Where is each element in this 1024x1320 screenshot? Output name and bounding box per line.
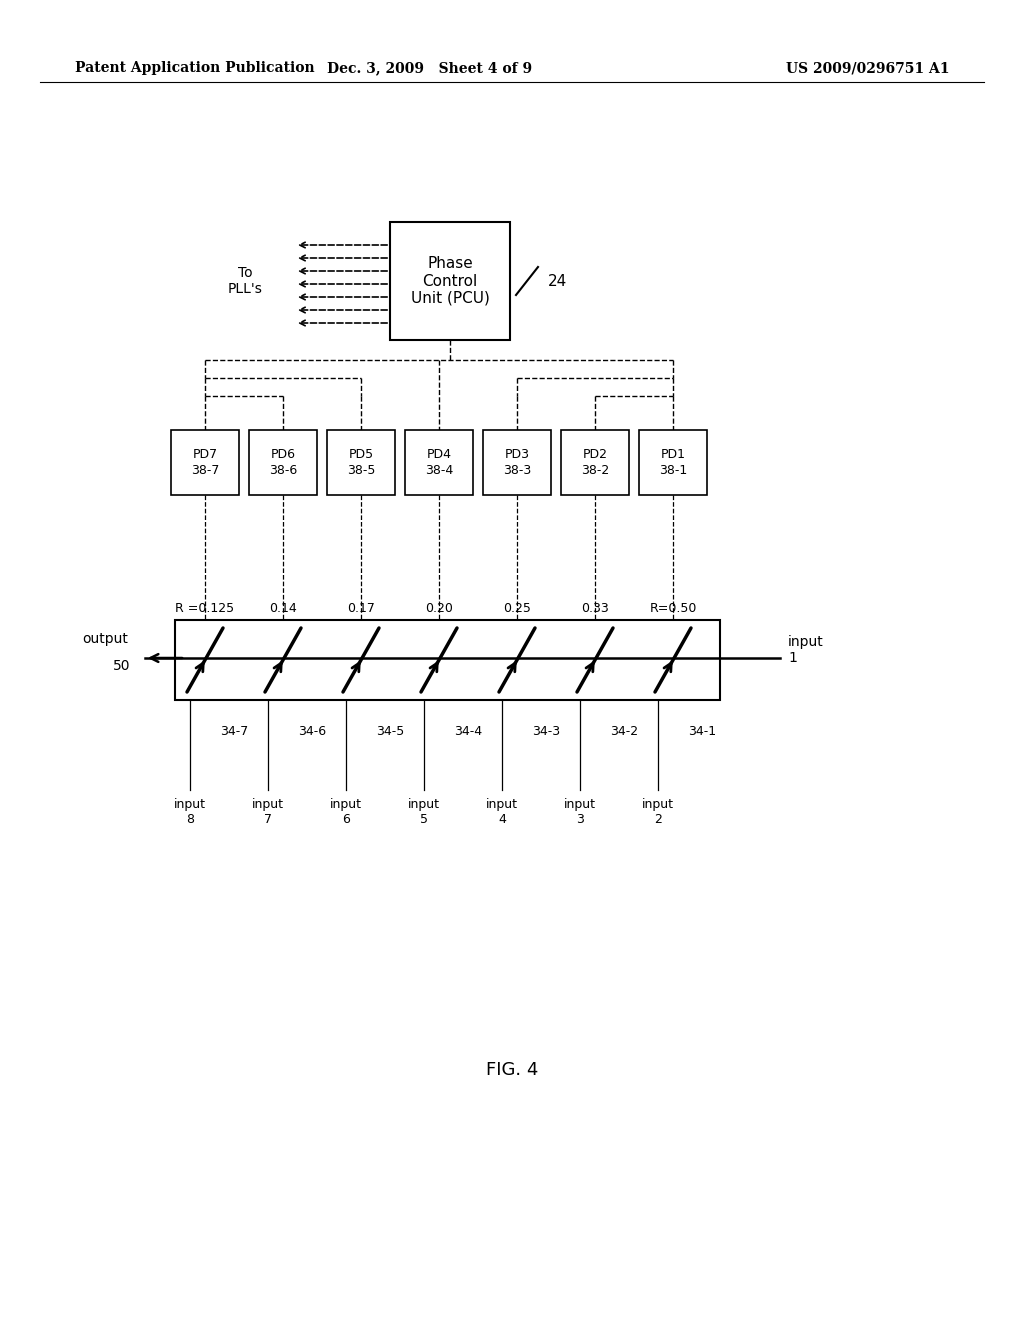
Text: US 2009/0296751 A1: US 2009/0296751 A1 [786,61,950,75]
Text: 34-5: 34-5 [376,725,404,738]
Text: input
4: input 4 [486,799,518,826]
Text: 34-6: 34-6 [298,725,326,738]
Text: input
6: input 6 [330,799,362,826]
Text: 0.14: 0.14 [269,602,297,615]
Text: R =0.125: R =0.125 [175,602,234,615]
Bar [483,430,551,495]
Text: input
3: input 3 [564,799,596,826]
Text: output: output [82,632,128,645]
Text: 34-7: 34-7 [220,725,248,738]
Text: input
2: input 2 [642,799,674,826]
Text: PD7
38-7: PD7 38-7 [190,449,219,477]
Bar [249,430,317,495]
Text: 34-1: 34-1 [688,725,716,738]
Bar [639,430,707,495]
Bar [390,222,510,341]
Text: 0.20: 0.20 [425,602,453,615]
Text: PD5
38-5: PD5 38-5 [347,449,375,477]
Text: 0.33: 0.33 [582,602,609,615]
Bar [171,430,239,495]
Text: 0.17: 0.17 [347,602,375,615]
Text: Patent Application Publication: Patent Application Publication [75,61,314,75]
Text: PD6
38-6: PD6 38-6 [269,449,297,477]
Text: input
8: input 8 [174,799,206,826]
Text: R=0.50: R=0.50 [649,602,696,615]
Text: PD3
38-3: PD3 38-3 [503,449,531,477]
Text: To
PLL's: To PLL's [227,265,262,296]
Bar [175,620,720,700]
Text: 34-2: 34-2 [610,725,638,738]
Text: 34-4: 34-4 [454,725,482,738]
Text: FIG. 4: FIG. 4 [485,1061,539,1078]
Text: 34-3: 34-3 [532,725,560,738]
Bar [406,430,473,495]
Text: 50: 50 [113,659,130,673]
Text: 0.25: 0.25 [503,602,530,615]
Bar [327,430,395,495]
Text: input
1: input 1 [788,635,823,665]
Text: PD4
38-4: PD4 38-4 [425,449,454,477]
Bar [561,430,629,495]
Text: Dec. 3, 2009   Sheet 4 of 9: Dec. 3, 2009 Sheet 4 of 9 [328,61,532,75]
Text: Phase
Control
Unit (PCU): Phase Control Unit (PCU) [411,256,489,306]
Text: input
5: input 5 [408,799,440,826]
Text: input
7: input 7 [252,799,284,826]
Text: 24: 24 [548,273,567,289]
Text: PD1
38-1: PD1 38-1 [658,449,687,477]
Text: PD2
38-2: PD2 38-2 [581,449,609,477]
